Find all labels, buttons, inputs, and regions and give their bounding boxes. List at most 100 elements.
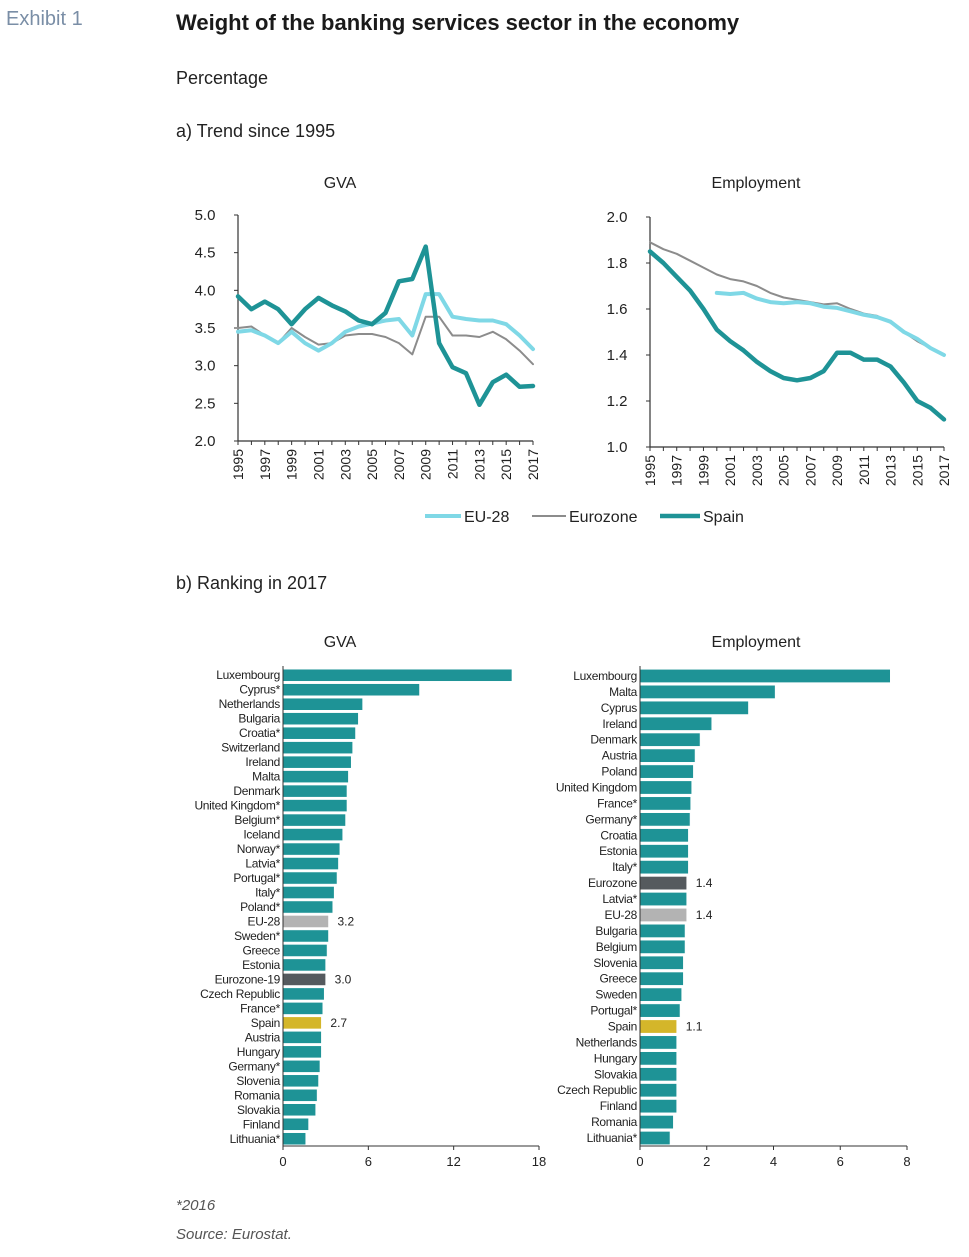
source-note: Source: Eurostat.	[176, 1226, 292, 1243]
bar-category-label-gva: Eurozone-19	[215, 972, 281, 986]
bar-germany-gva	[282, 1059, 321, 1073]
bar-category-label-employment: Hungary	[594, 1051, 638, 1065]
bar-luxembourg-gva	[282, 668, 513, 682]
y-tick-label-gva: 5.0	[195, 207, 216, 224]
bar-x-tick-label-employment: 4	[770, 1154, 777, 1169]
bar-value-label-gva: 3.2	[338, 914, 355, 928]
bar-value-label-employment: 1.4	[696, 876, 713, 890]
bar-eu-28-gva	[282, 915, 329, 928]
bar-belgium-employment	[639, 939, 686, 954]
bar-latvia-employment	[639, 892, 688, 907]
y-tick-label-employment: 2.0	[607, 209, 628, 226]
bar-value-label-employment: 1.4	[696, 908, 713, 922]
bar-category-label-gva: EU-28	[247, 914, 280, 928]
bar-greece-employment	[639, 971, 684, 986]
bar-x-tick-label-gva: 0	[279, 1154, 286, 1169]
x-tick-label-gva: 1999	[284, 449, 300, 480]
bar-hungary-gva	[282, 1045, 322, 1059]
bar-category-label-gva: Bulgaria	[238, 712, 280, 726]
bar-lithuania-gva	[282, 1132, 307, 1146]
bar-bulgaria-employment	[639, 923, 686, 938]
bar-slovakia-employment	[639, 1067, 678, 1082]
exhibit-label: Exhibit 1	[6, 8, 83, 30]
bar-portugal-employment	[639, 1003, 681, 1018]
bar-category-label-employment: United Kingdom	[556, 781, 637, 795]
bar-eurozone-employment	[639, 876, 688, 891]
series-line-eu-28-gva	[236, 292, 535, 353]
bar-value-label-gva: 2.7	[330, 1016, 347, 1030]
x-tick-label-employment: 2001	[722, 455, 738, 486]
bar-category-label-gva: United Kingdom*	[194, 799, 280, 813]
x-tick-label-employment: 2005	[776, 455, 792, 486]
bar-category-label-gva: Austria	[245, 1030, 281, 1044]
bar-category-label-gva: Germany*	[228, 1059, 280, 1073]
bar-category-label-employment: Spain	[608, 1020, 637, 1034]
unit-subtitle: Percentage	[176, 68, 269, 88]
bar-czech-republic-employment	[639, 1083, 678, 1098]
bar-category-label-gva: Cyprus*	[239, 683, 280, 697]
y-tick-label-employment: 1.2	[607, 393, 628, 410]
bar-denmark-gva	[282, 784, 348, 798]
bar-bulgaria-gva	[282, 712, 359, 726]
bar-spain-employment	[639, 1019, 678, 1034]
bar-category-label-employment: Portugal*	[590, 1004, 637, 1018]
bar-germany-employment	[639, 812, 691, 827]
bar-cyprus-gva	[282, 683, 420, 697]
y-tick-label-gva: 4.5	[195, 245, 216, 262]
bar-category-label-gva: Sweden*	[234, 929, 281, 943]
bar-category-label-gva: France*	[240, 1001, 281, 1015]
x-tick-label-employment: 2003	[749, 455, 765, 486]
bar-chart-title-employment: Employment	[712, 634, 801, 651]
bar-value-label-employment: 1.1	[686, 1020, 703, 1034]
bar-sweden-gva	[282, 929, 329, 943]
bar-category-label-gva: Italy*	[255, 886, 281, 900]
y-tick-label-employment: 1.0	[607, 439, 628, 456]
bar-category-label-gva: Slovakia	[237, 1103, 281, 1117]
bar-category-label-gva: Czech Republic	[200, 987, 280, 1001]
bar-category-label-employment: Eurozone	[588, 876, 638, 890]
bar-category-label-employment: EU-28	[604, 908, 637, 922]
bar-category-label-employment: Romania	[591, 1115, 638, 1129]
x-tick-label-gva: 2005	[364, 449, 380, 480]
bar-x-tick-label-employment: 0	[636, 1154, 643, 1169]
bar-lithuania-employment	[639, 1131, 671, 1146]
bar-france-gva	[282, 1002, 324, 1015]
bar-eurozone-19-gva	[282, 973, 326, 986]
y-tick-label-gva: 4.0	[195, 282, 216, 299]
bar-poland-employment	[639, 764, 694, 779]
bar-united-kingdom-employment	[639, 780, 693, 795]
bar-ireland-employment	[639, 716, 713, 731]
bar-category-label-gva: Belgium*	[234, 813, 280, 827]
bar-portugal-gva	[282, 871, 338, 885]
bar-category-label-employment: Germany*	[585, 812, 637, 826]
bar-category-label-gva: Iceland	[243, 828, 280, 842]
bar-slovenia-gva	[282, 1074, 319, 1088]
bar-category-label-gva: Poland*	[240, 900, 281, 914]
y-tick-label-employment: 1.8	[607, 255, 628, 272]
bar-hungary-employment	[639, 1051, 678, 1066]
x-tick-label-employment: 1997	[669, 455, 685, 486]
bar-category-label-employment: Slovakia	[594, 1067, 638, 1081]
x-tick-label-employment: 2009	[829, 455, 845, 486]
bar-category-label-gva: Finland	[243, 1117, 280, 1131]
x-tick-label-gva: 1995	[230, 449, 246, 480]
x-tick-label-gva: 2009	[418, 449, 434, 480]
bar-malta-employment	[639, 684, 776, 699]
bar-x-tick-label-employment: 8	[903, 1154, 910, 1169]
bar-united-kingdom-gva	[282, 799, 348, 812]
bar-slovakia-gva	[282, 1103, 317, 1117]
bar-category-label-employment: France*	[597, 796, 638, 810]
x-tick-label-employment: 1999	[695, 455, 711, 486]
series-line-spain-employment	[647, 249, 947, 422]
bar-x-tick-label-gva: 6	[365, 1154, 372, 1169]
bar-czech-republic-gva	[282, 987, 325, 1001]
bar-category-label-employment: Ireland	[602, 717, 637, 731]
bar-greece-gva	[282, 944, 328, 957]
bar-category-label-gva: Switzerland	[221, 741, 280, 755]
bar-category-label-gva: Norway*	[237, 842, 281, 856]
x-tick-label-gva: 2013	[471, 449, 487, 480]
y-tick-label-gva: 3.0	[195, 358, 216, 375]
legend-label-eurozone: Eurozone	[569, 509, 638, 526]
bar-category-label-gva: Greece	[242, 943, 280, 957]
